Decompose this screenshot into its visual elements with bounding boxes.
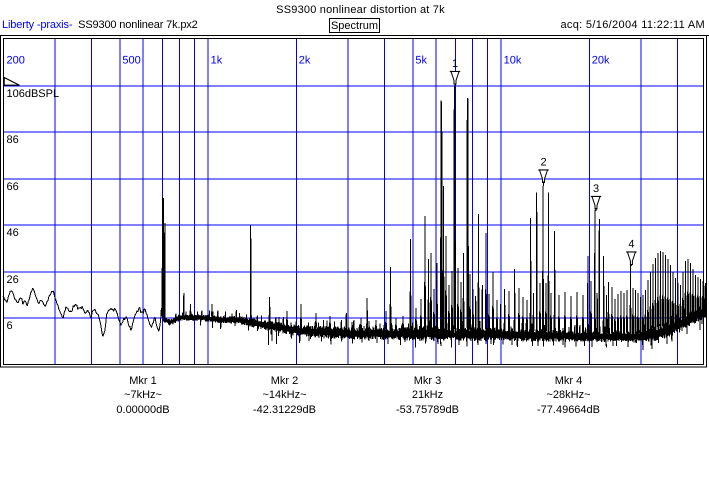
svg-text:26: 26 bbox=[7, 274, 19, 286]
svg-text:86: 86 bbox=[7, 134, 19, 146]
svg-text:6: 6 bbox=[7, 320, 13, 332]
svg-text:500: 500 bbox=[122, 55, 140, 67]
svg-text:66: 66 bbox=[7, 181, 19, 193]
svg-text:20k: 20k bbox=[592, 55, 610, 67]
svg-text:1: 1 bbox=[452, 58, 458, 70]
svg-text:106dBSPL: 106dBSPL bbox=[7, 88, 60, 100]
svg-text:10k: 10k bbox=[504, 55, 522, 67]
svg-text:4: 4 bbox=[628, 238, 634, 250]
svg-text:5k: 5k bbox=[415, 55, 427, 67]
svg-text:3: 3 bbox=[593, 183, 599, 195]
svg-text:200: 200 bbox=[7, 55, 25, 67]
svg-text:2k: 2k bbox=[299, 55, 311, 67]
svg-text:1k: 1k bbox=[211, 55, 223, 67]
svg-text:2: 2 bbox=[540, 156, 546, 168]
svg-text:46: 46 bbox=[7, 227, 19, 239]
